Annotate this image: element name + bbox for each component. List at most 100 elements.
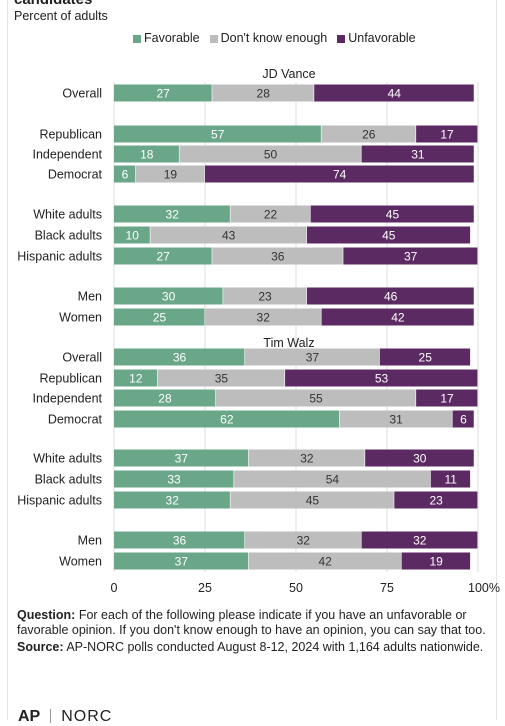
question-label: Question: [17, 608, 76, 622]
value-label-favorable: 30 [162, 290, 176, 304]
value-label-don-t-know-enough: 32 [257, 311, 271, 325]
bar-unfavorable [306, 287, 474, 305]
value-label-unfavorable: 31 [411, 148, 425, 162]
row-label-republican: Republican [39, 372, 102, 386]
x-tick-label: 100% [468, 581, 500, 595]
value-label-favorable: 27 [156, 87, 170, 101]
bar-unfavorable [306, 226, 471, 244]
value-label-favorable: 32 [166, 494, 180, 508]
value-label-unfavorable: 23 [429, 494, 443, 508]
bar-don-t-know-enough [179, 145, 361, 163]
value-label-don-t-know-enough: 31 [389, 413, 403, 427]
logo-divider [50, 709, 52, 723]
question-text: For each of the following please indicat… [17, 608, 486, 637]
value-label-favorable: 18 [140, 148, 154, 162]
bar-unfavorable [416, 125, 478, 143]
row-label-democrat: Democrat [48, 413, 103, 427]
row-label-women: Women [59, 555, 102, 569]
bar-don-t-know-enough [245, 348, 380, 366]
value-label-favorable: 12 [129, 372, 143, 386]
bar-don-t-know-enough [234, 470, 431, 488]
bar-don-t-know-enough [230, 491, 394, 509]
bar-don-t-know-enough [215, 389, 416, 407]
value-label-unfavorable: 30 [413, 452, 427, 466]
value-label-don-t-know-enough: 22 [264, 208, 278, 222]
bar-unfavorable [361, 145, 474, 163]
bar-favorable [114, 470, 234, 488]
bar-unfavorable [343, 247, 478, 265]
panel-title: JD Vance [262, 67, 315, 81]
bar-don-t-know-enough [339, 410, 452, 428]
legend-label-dont-know: Don't know enough [220, 31, 328, 45]
value-label-favorable: 28 [158, 392, 172, 406]
bar-favorable [114, 226, 150, 244]
bar-unfavorable [361, 531, 478, 549]
bar-don-t-know-enough [248, 449, 365, 467]
row-label-men: Men [78, 534, 102, 548]
question-note: Question: For each of the following plea… [17, 608, 487, 638]
value-label-don-t-know-enough: 36 [271, 250, 285, 264]
value-label-favorable: 57 [211, 128, 225, 142]
value-label-don-t-know-enough: 32 [297, 534, 311, 548]
bar-don-t-know-enough [230, 205, 310, 223]
value-label-don-t-know-enough: 55 [309, 392, 323, 406]
chart-frame [7, 0, 497, 720]
chart-title: candidates [14, 0, 92, 8]
bar-don-t-know-enough [223, 287, 307, 305]
bar-favorable [114, 308, 205, 326]
bar-unfavorable [285, 369, 478, 387]
bar-favorable [114, 389, 216, 407]
row-label-women: Women [59, 311, 102, 325]
x-tick-label: 0 [111, 581, 118, 595]
legend-swatch-favorable [133, 34, 141, 43]
value-label-unfavorable: 44 [388, 87, 402, 101]
value-label-don-t-know-enough: 35 [215, 372, 229, 386]
value-label-favorable: 6 [122, 168, 129, 182]
value-label-don-t-know-enough: 26 [362, 128, 376, 142]
row-label-independent: Independent [32, 148, 102, 162]
norc-logo: NORC [61, 708, 113, 725]
value-label-unfavorable: 6 [460, 413, 467, 427]
bar-favorable [114, 287, 223, 305]
value-label-unfavorable: 19 [429, 555, 443, 569]
legend-item-dont-know: Don't know enough [209, 31, 328, 46]
bar-don-t-know-enough [150, 226, 307, 244]
stacked-bar-chart: 0 25 50 75 100% JD Vance Overall 27 28 44 Republic… [17, 67, 500, 595]
x-tick-label: 50 [289, 581, 303, 595]
bar-favorable [114, 205, 230, 223]
value-label-favorable: 37 [175, 452, 189, 466]
chart-subtitle: Percent of adults [14, 9, 108, 23]
bar-favorable [114, 165, 136, 183]
value-label-don-t-know-enough: 23 [258, 290, 272, 304]
bar-unfavorable [310, 205, 474, 223]
bar-favorable [114, 145, 179, 163]
row-label-white-adults: White adults [33, 208, 102, 222]
value-label-favorable: 27 [156, 250, 170, 264]
value-label-favorable: 36 [173, 534, 187, 548]
value-label-favorable: 10 [126, 229, 140, 243]
legend-swatch-unfavorable [337, 34, 346, 43]
bar-favorable [114, 552, 249, 570]
row-label-hispanic-adults: Hispanic adults [17, 250, 102, 264]
logos: AP NORC [18, 708, 112, 726]
value-label-don-t-know-enough: 19 [164, 168, 178, 182]
value-label-unfavorable: 11 [444, 473, 457, 487]
value-label-unfavorable: 25 [419, 351, 433, 365]
bar-don-t-know-enough [248, 552, 401, 570]
x-tick-label: 25 [198, 581, 212, 595]
value-label-unfavorable: 53 [375, 372, 389, 386]
value-label-unfavorable: 46 [384, 290, 398, 304]
value-label-favorable: 36 [173, 351, 187, 365]
bar-favorable [114, 369, 158, 387]
value-label-favorable: 25 [153, 311, 167, 325]
x-tick-label: 75 [380, 581, 394, 595]
row-label-black-adults: Black adults [35, 229, 102, 243]
panel-title: Tim Walz [263, 336, 314, 350]
legend-swatch-dont-know [209, 34, 218, 43]
value-label-don-t-know-enough: 37 [306, 351, 320, 365]
bar-unfavorable [430, 470, 471, 488]
bar-favorable [114, 247, 212, 265]
ap-logo: AP [18, 708, 41, 725]
value-label-unfavorable: 32 [413, 534, 427, 548]
legend: Favorable Don't know enough Unfavorable [133, 31, 426, 46]
